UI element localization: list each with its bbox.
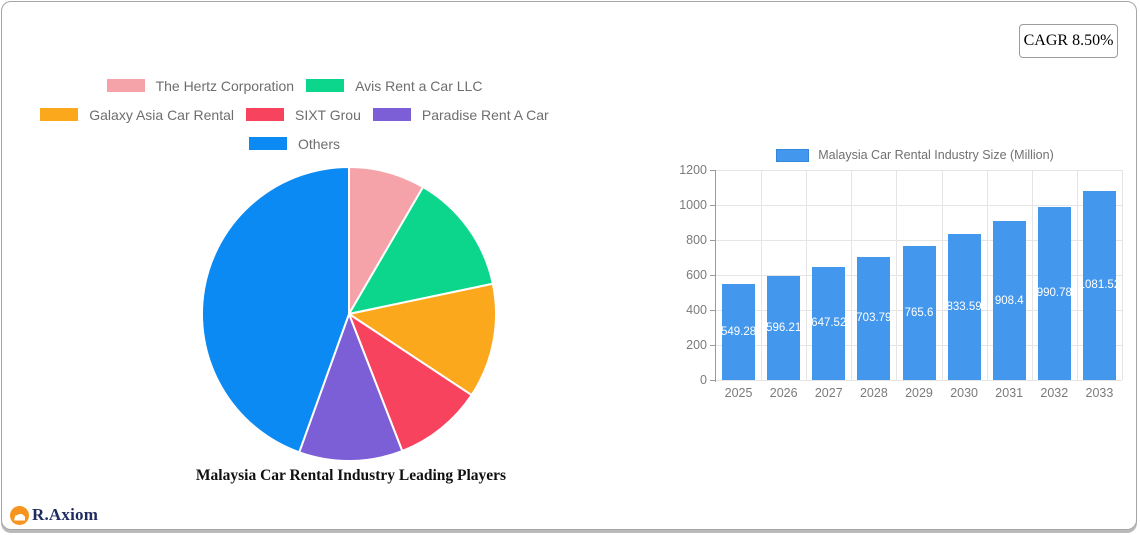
bar-value-label: 908.4: [994, 294, 1024, 307]
legend-swatch: [245, 108, 284, 121]
y-axis-tick: [710, 345, 715, 346]
pie-chart[interactable]: [200, 165, 498, 463]
y-axis-tick: [710, 275, 715, 276]
y-axis-label: 400: [686, 303, 707, 317]
gridline-vertical: [941, 170, 943, 380]
pie-legend: The Hertz Corporation Avis Rent a Car LLC…: [2, 75, 587, 154]
bar-2028[interactable]: [857, 256, 891, 380]
legend-label: Galaxy Asia Car Rental: [89, 106, 234, 123]
gridline-vertical: [1122, 170, 1123, 380]
y-axis-label: 1200: [679, 163, 707, 177]
pie-legend-row: Others: [2, 133, 587, 154]
x-axis-label: 2027: [814, 386, 843, 400]
y-axis-tick: [710, 380, 715, 381]
bar-2029[interactable]: [902, 246, 936, 380]
gridline-vertical: [851, 170, 853, 380]
gridline-horizontal: [716, 240, 1122, 241]
legend-swatch: [248, 137, 287, 150]
gridline-vertical: [806, 170, 808, 380]
y-axis-tick: [710, 310, 715, 311]
bar-2030[interactable]: [947, 234, 981, 380]
x-axis-label: 2030: [950, 386, 978, 400]
bar-value-label: 596.21: [766, 321, 802, 334]
legend-swatch: [372, 108, 411, 121]
y-axis-label: 200: [686, 338, 707, 352]
pie-chart-title: Malaysia Car Rental Industry Leading Pla…: [195, 467, 507, 484]
pie-legend-row: The Hertz Corporation Avis Rent a Car LLC: [2, 75, 587, 96]
bar-2031[interactable]: [992, 221, 1026, 380]
pie-legend-row: Galaxy Asia Car Rental SIXT Grou Paradise …: [2, 104, 587, 125]
y-axis-line: [715, 170, 716, 383]
legend-label: Paradise Rent A Car: [421, 106, 549, 123]
bar-2025[interactable]: [722, 283, 756, 380]
legend-swatch: [106, 79, 145, 92]
bar-2033[interactable]: [1082, 190, 1116, 380]
pie-slice-others[interactable]: [200, 165, 350, 454]
y-axis-label: 0: [700, 373, 707, 387]
bar-chart-section: Malaysia Car Rental Industry Size (Milli…: [679, 141, 1140, 409]
x-axis-label: 2032: [1040, 386, 1069, 400]
gridline-vertical: [896, 170, 898, 380]
gridline-vertical: [1076, 170, 1078, 380]
x-axis-label: 2031: [995, 386, 1024, 400]
gridline-horizontal: [716, 170, 1122, 171]
gridline-horizontal: [716, 380, 1122, 381]
legend-label: SIXT Grou: [294, 106, 361, 123]
bar-value-label: 549.28: [720, 325, 757, 338]
gridline-vertical: [761, 170, 763, 380]
bar-value-label: 1081.52: [1078, 279, 1121, 292]
pie-slice-paradise-rent-a-car[interactable]: [298, 313, 404, 462]
y-axis-label: 600: [686, 268, 707, 282]
legend-item-paradise-rent-a-car[interactable]: Paradise Rent A Car: [372, 106, 549, 123]
legend-swatch: [40, 108, 79, 121]
legend-item-avis-rent-a-car-llc[interactable]: Avis Rent a Car LLC: [306, 78, 482, 94]
bar-value-label: 765.6: [904, 307, 934, 319]
x-axis-label: 2033: [1085, 386, 1114, 400]
y-axis-tick: [710, 205, 715, 206]
brand-logo-icon: [10, 505, 29, 525]
pie-slice-galaxy-asia-car-rental[interactable]: [348, 282, 497, 397]
legend-item-galaxy-asia-car-rental[interactable]: Galaxy Asia Car Rental: [40, 107, 234, 123]
legend-label: Avis Rent a Car LLC: [355, 77, 483, 94]
gridline-horizontal: [716, 205, 1122, 206]
legend-swatch: [306, 79, 345, 92]
pie-slice-sixt-grou[interactable]: [348, 313, 473, 453]
x-axis-label: 2029: [905, 386, 933, 400]
pie-slice-avis-rent-a-car-llc[interactable]: [348, 185, 494, 315]
bar-legend-swatch: [776, 148, 810, 162]
bar-value-label: 990.78: [1036, 287, 1072, 300]
bars-container: 549.28 596.21 647.52 703.79 765.6 833.59 908.4…: [716, 170, 1122, 380]
bar-value-label: 647.52: [811, 317, 847, 330]
legend-item-others[interactable]: Others: [248, 135, 340, 152]
y-axis-tick: [710, 240, 715, 241]
gridline-vertical: [986, 170, 988, 380]
x-axis-label: 2028: [859, 386, 888, 400]
legend-label: The Hertz Corporation: [155, 77, 295, 94]
legend-item-the-hertz-corporation[interactable]: The Hertz Corporation: [106, 77, 295, 94]
cagr-badge: CAGR 8.50%: [1019, 24, 1118, 58]
x-axis-label: 2025: [724, 386, 753, 400]
bar-2026[interactable]: [767, 275, 801, 380]
y-axis-label: 800: [686, 233, 707, 247]
bar-plot: 0 200 400 600 800 1000 1200 549.28 596.21 647.52 7…: [679, 163, 1123, 400]
legend-label: Others: [297, 135, 340, 152]
gridline-vertical: [1031, 170, 1033, 380]
bar-legend-label: Malaysia Car Rental Industry Size (Milli…: [818, 148, 1054, 162]
brand-logo-text: R.Axiom: [32, 505, 99, 524]
y-axis-label: 1000: [679, 198, 707, 212]
x-axis-label: 2026: [769, 386, 798, 400]
bar-value-label: 833.59: [946, 301, 982, 314]
brand-logo: R.Axiom: [10, 505, 98, 525]
bar-legend[interactable]: Malaysia Car Rental Industry Size (Milli…: [689, 148, 1140, 162]
y-axis-tick: [710, 170, 715, 171]
bar-2032[interactable]: [1037, 206, 1071, 380]
bar-2027[interactable]: [812, 266, 846, 380]
bar-value-label: 703.79: [856, 312, 892, 325]
legend-item-sixt-grou[interactable]: SIXT Grou: [245, 106, 361, 123]
